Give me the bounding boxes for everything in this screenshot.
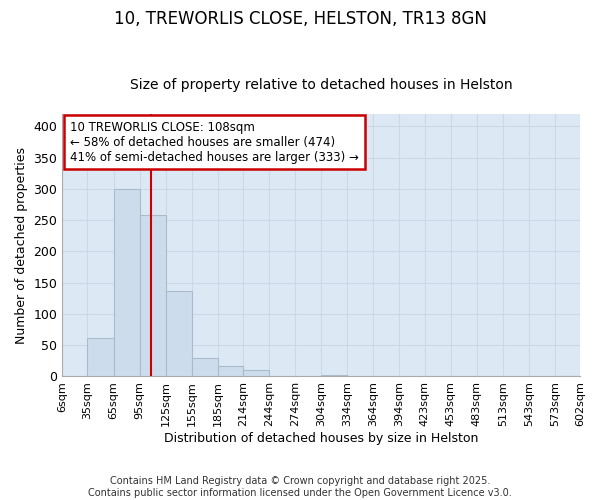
X-axis label: Distribution of detached houses by size in Helston: Distribution of detached houses by size … bbox=[164, 432, 478, 445]
Bar bbox=[243, 370, 269, 376]
Y-axis label: Number of detached properties: Number of detached properties bbox=[15, 146, 28, 344]
Text: 10, TREWORLIS CLOSE, HELSTON, TR13 8GN: 10, TREWORLIS CLOSE, HELSTON, TR13 8GN bbox=[113, 10, 487, 28]
Bar bbox=[113, 189, 140, 376]
Title: Size of property relative to detached houses in Helston: Size of property relative to detached ho… bbox=[130, 78, 512, 92]
Text: Contains HM Land Registry data © Crown copyright and database right 2025.
Contai: Contains HM Land Registry data © Crown c… bbox=[88, 476, 512, 498]
Bar bbox=[140, 215, 166, 376]
Bar bbox=[192, 358, 218, 376]
Bar bbox=[166, 292, 192, 376]
Bar bbox=[321, 374, 347, 376]
Bar bbox=[88, 338, 113, 376]
Text: 10 TREWORLIS CLOSE: 108sqm
← 58% of detached houses are smaller (474)
41% of sem: 10 TREWORLIS CLOSE: 108sqm ← 58% of deta… bbox=[70, 120, 359, 164]
Bar bbox=[218, 366, 243, 376]
